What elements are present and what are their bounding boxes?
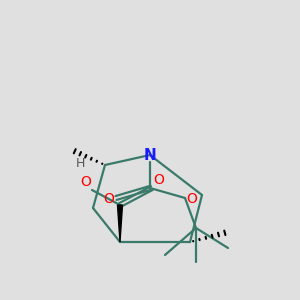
Text: O: O (153, 173, 164, 187)
Text: O: O (80, 175, 91, 189)
Text: O: O (186, 192, 197, 206)
Text: N: N (144, 148, 156, 163)
Polygon shape (118, 205, 122, 242)
Text: O: O (103, 192, 114, 206)
Text: H: H (76, 157, 85, 170)
